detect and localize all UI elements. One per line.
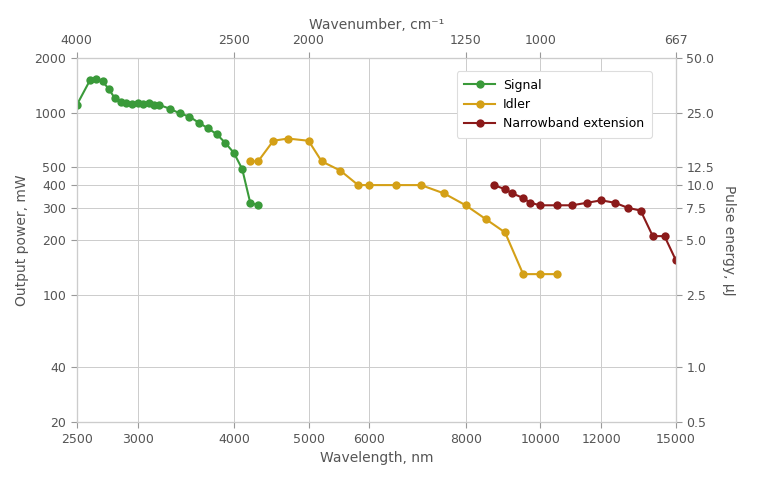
Signal: [127, 101, 137, 107]
Signal: [85, 77, 94, 83]
Idler: [439, 191, 449, 196]
Line: Signal: Signal: [73, 75, 263, 209]
Signal: [184, 114, 194, 120]
Line: Narrowband extension: Narrowband extension: [489, 181, 680, 264]
Narrowband extension: [671, 257, 680, 263]
Signal: [150, 102, 159, 108]
Y-axis label: Pulse energy, μJ: Pulse energy, μJ: [723, 185, 737, 295]
Signal: [98, 79, 108, 84]
Signal: [122, 100, 131, 106]
Narrowband extension: [636, 208, 645, 214]
Narrowband extension: [660, 233, 669, 239]
Signal: [72, 102, 81, 108]
Narrowband extension: [552, 203, 561, 208]
Idler: [501, 229, 510, 235]
Narrowband extension: [489, 182, 498, 188]
Narrowband extension: [508, 191, 517, 196]
Idler: [304, 138, 313, 144]
Signal: [175, 110, 184, 116]
Idler: [461, 203, 470, 208]
Idler: [246, 158, 255, 164]
Signal: [144, 100, 154, 106]
Narrowband extension: [611, 200, 620, 205]
Narrowband extension: [648, 233, 657, 239]
Signal: [116, 99, 125, 105]
Signal: [246, 200, 255, 205]
Idler: [535, 271, 545, 277]
Idler: [365, 182, 374, 188]
Signal: [237, 166, 247, 172]
Narrowband extension: [597, 197, 606, 203]
Narrowband extension: [568, 203, 577, 208]
Idler: [518, 271, 528, 277]
Signal: [230, 150, 239, 156]
Signal: [165, 106, 174, 111]
X-axis label: Wavenumber, cm⁻¹: Wavenumber, cm⁻¹: [309, 18, 444, 32]
Idler: [253, 158, 263, 164]
Signal: [91, 76, 101, 82]
Narrowband extension: [525, 200, 535, 205]
Idler: [353, 182, 362, 188]
Signal: [221, 140, 230, 146]
Signal: [133, 100, 142, 106]
Idler: [269, 138, 278, 144]
Idler: [416, 182, 425, 188]
Narrowband extension: [518, 195, 528, 201]
Narrowband extension: [582, 200, 591, 205]
Legend: Signal, Idler, Narrowband extension: Signal, Idler, Narrowband extension: [457, 71, 651, 138]
Idler: [482, 216, 491, 222]
Y-axis label: Output power, mW: Output power, mW: [15, 174, 29, 306]
Signal: [253, 203, 263, 208]
Signal: [139, 101, 148, 107]
Narrowband extension: [501, 186, 510, 192]
Line: Idler: Idler: [246, 134, 561, 278]
Signal: [110, 95, 119, 101]
Idler: [552, 271, 561, 277]
X-axis label: Wavelength, nm: Wavelength, nm: [319, 451, 433, 466]
Narrowband extension: [624, 205, 633, 211]
Signal: [154, 102, 164, 108]
Signal: [194, 120, 204, 125]
Signal: [104, 86, 113, 92]
Idler: [392, 182, 401, 188]
Idler: [283, 136, 293, 142]
Signal: [212, 132, 221, 137]
Idler: [336, 168, 345, 174]
Signal: [204, 125, 213, 131]
Narrowband extension: [535, 203, 545, 208]
Idler: [317, 158, 326, 164]
